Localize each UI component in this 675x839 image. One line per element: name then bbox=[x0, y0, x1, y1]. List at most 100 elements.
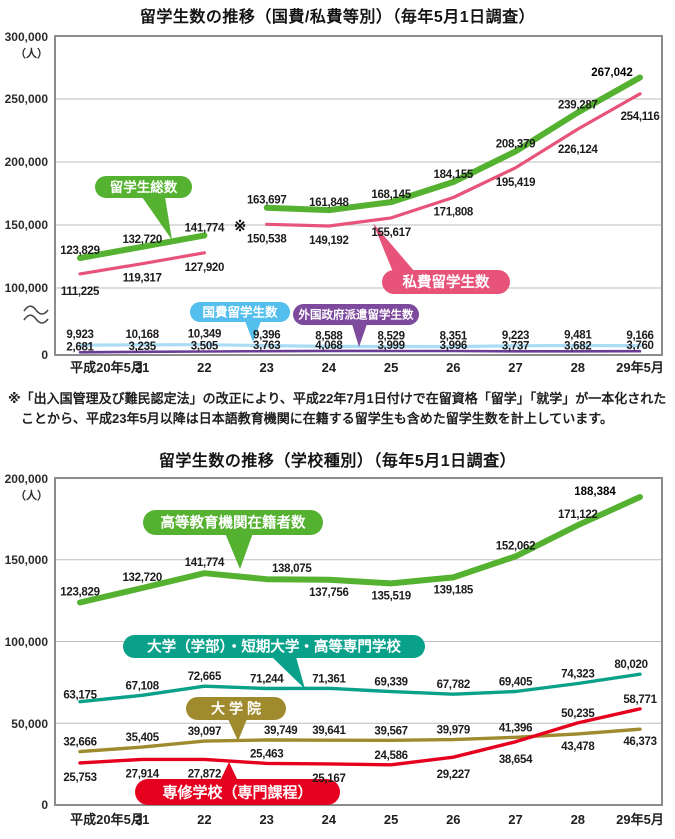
chart2-xtick-5: 25 bbox=[384, 812, 398, 827]
shihi-value-2: 127,920 bbox=[185, 262, 224, 274]
legend-daigaku-pill bbox=[123, 635, 425, 658]
koutou-kyouiku-value-2: 141,774 bbox=[185, 557, 225, 569]
senshuu-value-7: 38,654 bbox=[499, 754, 533, 766]
chart2-y-unit-label: （人） bbox=[15, 488, 48, 502]
sousuu-value-1: 132,720 bbox=[122, 234, 161, 246]
sousuu-line-seg2 bbox=[263, 74, 643, 214]
legend-daigakuin-pill bbox=[186, 697, 286, 720]
sousuu-value-9: 267,042 bbox=[591, 67, 633, 79]
shihi-line-seg2 bbox=[265, 92, 642, 228]
gaikoku-seifu-value-2: 3,505 bbox=[191, 341, 219, 353]
sousuu-value-3: 163,697 bbox=[247, 195, 286, 207]
legend-daigaku-label: 大学（学部）・短期大学・高等専門学校 bbox=[147, 638, 401, 656]
legend-kokuhi-pill bbox=[190, 302, 290, 322]
koutou-kyouiku-value-7: 152,062 bbox=[496, 540, 535, 552]
chart2-xtick-1: 21 bbox=[135, 812, 149, 827]
legend-koutou-kyouiku-label: 高等教育機関在籍者数 bbox=[161, 514, 306, 532]
daigaku-value-0: 63,175 bbox=[63, 690, 97, 702]
gaikoku-seifu-value-5: 3,999 bbox=[377, 340, 404, 352]
kokuhi-value-0: 9,923 bbox=[66, 329, 93, 341]
senshuu-value-9: 58,771 bbox=[623, 694, 657, 706]
chart2-title: 留学生数の推移（学校種別）（毎年5月1日調査） bbox=[158, 453, 517, 470]
daigakuin-value-8: 43,478 bbox=[561, 741, 595, 753]
daigaku-value-4: 71,361 bbox=[312, 673, 346, 685]
koutou-kyouiku-value-3: 138,075 bbox=[272, 563, 312, 575]
chart2-xtick-3: 23 bbox=[259, 812, 273, 827]
chart1-xtick-4: 24 bbox=[322, 360, 337, 375]
chart2-xtick-2: 22 bbox=[197, 812, 211, 827]
footnote-line2: ことから、平成23年5月以降は日本語教育機関に在籍する留学生も含めた留学生数を計… bbox=[21, 411, 614, 426]
daigaku-line bbox=[78, 672, 642, 704]
shihi-value-5: 155,617 bbox=[371, 227, 410, 239]
chart2-plot-border bbox=[54, 477, 663, 806]
legend-daigaku-pointer bbox=[272, 657, 305, 689]
chart1-break-annotation: ※ bbox=[234, 218, 247, 235]
sousuu-value-4: 161,848 bbox=[309, 197, 349, 209]
chart2-ytick-0: 0 bbox=[41, 798, 48, 812]
chart2-ytick-150000: 150,000 bbox=[5, 553, 49, 567]
legend-senshuu-pill bbox=[135, 779, 340, 805]
kokuhi-value-6: 8,351 bbox=[440, 331, 468, 343]
legend-shihi-pointer bbox=[373, 223, 415, 272]
chart1-plot-border bbox=[54, 35, 663, 356]
sousuu-value-2: 141,774 bbox=[185, 222, 225, 234]
chart1-y-unit-label: （人） bbox=[15, 46, 48, 60]
koutou-kyouiku-value-8: 171,122 bbox=[558, 509, 597, 521]
senshuu-value-0: 25,753 bbox=[63, 772, 96, 784]
legend-senshuu-pointer bbox=[220, 762, 238, 781]
daigaku-value-8: 74,323 bbox=[561, 669, 594, 681]
sousuu-value-7: 208,379 bbox=[496, 138, 535, 150]
chart2-ytick-200000: 200,000 bbox=[5, 472, 49, 486]
senshuu-value-1: 27,914 bbox=[126, 768, 160, 780]
daigaku-value-2: 72,665 bbox=[188, 671, 222, 683]
daigakuin-value-7: 41,396 bbox=[499, 722, 532, 734]
chart2-xtick-0: 平成20年5月 bbox=[70, 812, 144, 827]
daigakuin-value-5: 39,567 bbox=[374, 725, 407, 737]
chart2-xtick-6: 26 bbox=[446, 812, 460, 827]
chart1-ytick-150000: 150,000 bbox=[5, 218, 49, 232]
chart1-xtick-7: 27 bbox=[508, 360, 522, 375]
legend-kokuhi-label: 国費留学生数 bbox=[202, 305, 278, 320]
shihi-value-3: 150,538 bbox=[247, 233, 287, 245]
chart2-ytick-50000: 50,000 bbox=[11, 717, 48, 731]
shihi-value-9: 254,116 bbox=[621, 111, 660, 123]
daigakuin-value-1: 35,405 bbox=[126, 732, 160, 744]
daigaku-value-5: 69,339 bbox=[374, 677, 407, 689]
gaikoku-seifu-value-4: 4,068 bbox=[315, 340, 343, 352]
gaikoku-seifu-value-8: 3,682 bbox=[564, 340, 591, 352]
chart1-xtick-2: 22 bbox=[197, 360, 211, 375]
legend-shihi-pill bbox=[382, 270, 510, 294]
chart2-xtick-7: 27 bbox=[508, 812, 522, 827]
koutou-kyouiku-value-6: 139,185 bbox=[434, 584, 474, 596]
gaikoku-seifu-value-9: 3,760 bbox=[626, 340, 653, 352]
senshuu-value-6: 29,227 bbox=[437, 769, 470, 781]
shihi-line-seg1 bbox=[78, 251, 206, 276]
sousuu-value-6: 184,155 bbox=[434, 169, 474, 181]
chart1-xtick-5: 25 bbox=[384, 360, 398, 375]
legend-sousuu-label: 留学生総数 bbox=[110, 179, 178, 195]
daigakuin-value-3: 39,749 bbox=[264, 725, 297, 737]
legend-sousuu-pill bbox=[95, 176, 192, 198]
chart1-xtick-0: 平成20年5月 bbox=[70, 360, 144, 375]
legend-senshuu-label: 専修学校（専門課程） bbox=[162, 783, 312, 801]
chart1-xtick-8: 28 bbox=[571, 360, 585, 375]
koutou-kyouiku-value-5: 135,519 bbox=[371, 590, 410, 602]
daigaku-value-3: 71,244 bbox=[250, 674, 284, 686]
sousuu-value-5: 168,145 bbox=[371, 189, 411, 201]
chart1-ytick-300000: 300,000 bbox=[5, 30, 49, 44]
kokuhi-value-5: 8,529 bbox=[377, 331, 404, 343]
chart1-ytick-100000: 100,000 bbox=[5, 281, 49, 295]
daigakuin-value-2: 39,097 bbox=[188, 726, 221, 738]
chart1-axis-break-mask bbox=[22, 305, 52, 326]
legend-daigakuin-pointer bbox=[228, 719, 247, 741]
koutou-kyouiku-value-9: 188,384 bbox=[574, 486, 616, 498]
legend-gaikoku-seifu-label: 外国政府派遣留学生数 bbox=[298, 308, 414, 322]
koutou-kyouiku-value-1: 132,720 bbox=[122, 572, 161, 584]
sousuu-line-seg1 bbox=[77, 232, 208, 261]
daigakuin-line bbox=[78, 727, 642, 754]
footnote-line1: ※「出入国管理及び難民認定法」の改正により、平成22年7月1日付けで在留資格「留… bbox=[8, 391, 667, 406]
daigakuin-value-9: 46,373 bbox=[623, 736, 656, 748]
daigakuin-value-0: 32,666 bbox=[63, 737, 96, 749]
shihi-value-8: 226,124 bbox=[558, 144, 598, 156]
